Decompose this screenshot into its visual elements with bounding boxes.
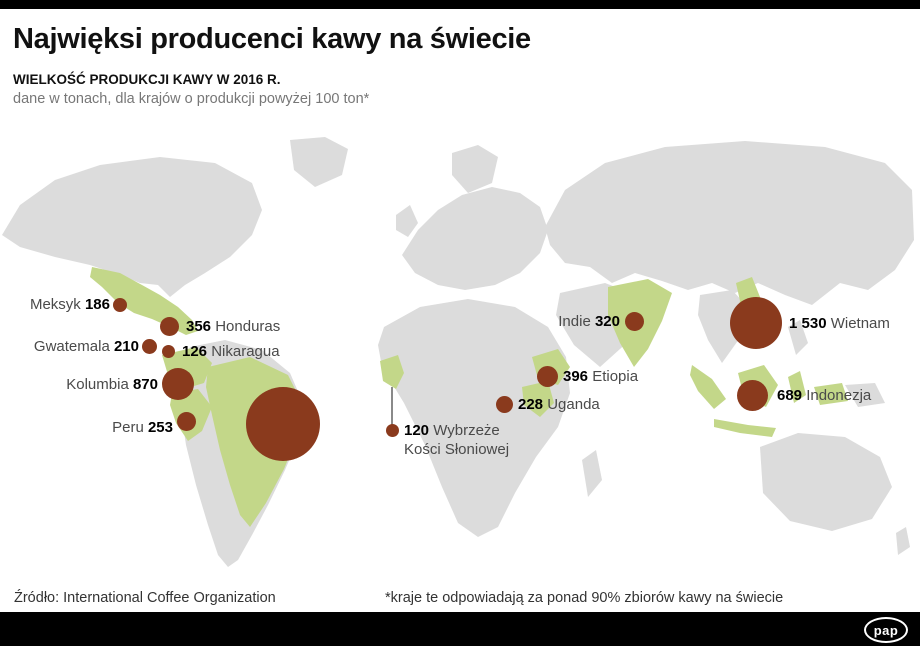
- leader-line-ivory-coast: [391, 387, 393, 427]
- bubble-brazil-unlabeled: [246, 387, 320, 461]
- map-label-etiopia: 396 Etiopia: [563, 367, 638, 386]
- map-label-kolumbia: Kolumbia 870: [66, 375, 158, 394]
- bubble-kolumbia: [162, 368, 194, 400]
- country-value: 320: [594, 313, 620, 330]
- country-name: Wietnam: [830, 315, 890, 332]
- map-label-meksyk: Meksyk 186: [30, 295, 110, 314]
- map-label-nikaragua: 126 Nikaragua: [182, 342, 280, 361]
- bubble-gwatemala: [142, 339, 157, 354]
- map-label-honduras: 356 Honduras: [186, 317, 280, 336]
- source-note: Źródło: International Coffee Organizatio…: [14, 590, 276, 606]
- country-name: Meksyk: [29, 296, 81, 313]
- map-label-peru: Peru 253: [112, 418, 173, 437]
- bubble-peru: [177, 412, 196, 431]
- world-map: [2, 137, 914, 567]
- country-value: 210: [113, 338, 139, 355]
- bottom-bar: pap: [0, 612, 920, 646]
- country-name: Kolumbia: [66, 376, 129, 393]
- continents: [2, 137, 914, 567]
- country-value: 126: [182, 343, 208, 360]
- country-name: Etiopia: [592, 368, 639, 385]
- bubble-honduras: [160, 317, 179, 336]
- country-value: 186: [84, 296, 110, 313]
- map-label-uganda: 228 Uganda: [518, 395, 600, 414]
- bubble-wietnam: [730, 297, 782, 349]
- map-label-gwatemala: Gwatemala 210: [34, 337, 139, 356]
- country-value: 1 530: [789, 315, 827, 332]
- country-value: 396: [563, 368, 589, 385]
- country-name: Gwatemala: [33, 338, 110, 355]
- country-name: Indie: [558, 313, 591, 330]
- country-name: Indonezja: [806, 387, 872, 404]
- country-name: Nikaragua: [211, 343, 280, 360]
- page-title: Najwięksi producenci kawy na świecie: [13, 23, 531, 55]
- country-value: 228: [518, 396, 544, 413]
- country-name: Uganda: [547, 396, 600, 413]
- map-label-wybrzeze-kosci-sloniowej: 120 Wybrzeże Kości Słoniowej: [404, 421, 526, 459]
- bubble-meksyk: [113, 298, 127, 312]
- bubble-indie: [625, 312, 644, 331]
- pap-logo-text: pap: [873, 622, 899, 638]
- country-name: Peru: [112, 419, 144, 436]
- country-value: 253: [147, 419, 173, 436]
- bubble-etiopia: [537, 366, 558, 387]
- country-value: 870: [132, 376, 158, 393]
- asterisk-footnote: *kraje te odpowiadają za ponad 90% zbior…: [385, 590, 784, 606]
- chart-subtitle: WIELKOŚĆ PRODUKCJI KAWY W 2016 R.: [13, 72, 281, 87]
- unit-note: dane w tonach, dla krajów o produkcji po…: [13, 91, 370, 107]
- top-bar: [0, 0, 920, 9]
- map-label-indonezja: 689 Indonezja: [777, 386, 871, 405]
- country-value: 689: [777, 387, 803, 404]
- country-name: Wybrzeże Kości Słoniowej: [404, 422, 510, 458]
- map-label-wietnam: 1 530 Wietnam: [789, 314, 890, 333]
- map-label-indie: Indie 320: [558, 312, 620, 331]
- bubble-uganda: [496, 396, 513, 413]
- bubble-indonezja: [737, 380, 768, 411]
- country-name: Honduras: [215, 318, 281, 335]
- header: Najwięksi producenci kawy na świecie WIE…: [13, 22, 531, 107]
- map-area: Meksyk 186 356 Honduras Gwatemala 210 12…: [0, 135, 920, 590]
- country-value: 120: [404, 422, 430, 439]
- bubble-nikaragua: [162, 345, 175, 358]
- country-value: 356: [186, 318, 212, 335]
- bubble-wybrzeze-kosci-sloniowej: [386, 424, 399, 437]
- pap-logo: pap: [864, 617, 908, 643]
